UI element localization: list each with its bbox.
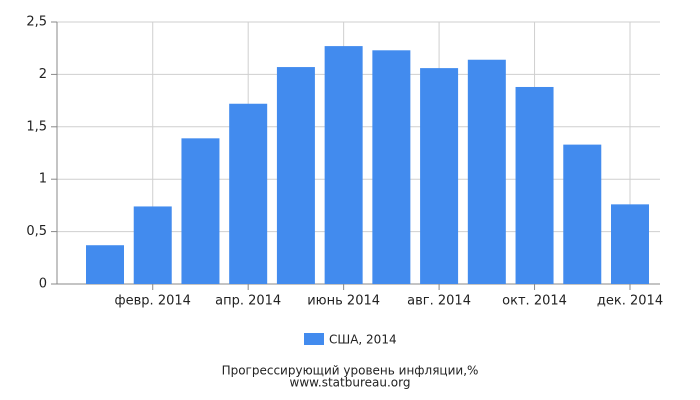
x-tick-label: дек. 2014 xyxy=(597,294,663,309)
bar xyxy=(276,67,315,285)
chart-title: Прогрессирующий уровень инфляции,% xyxy=(222,364,479,378)
x-tick-label: февр. 2014 xyxy=(115,294,191,309)
bar xyxy=(515,86,554,284)
x-tick-label: авг. 2014 xyxy=(407,294,471,309)
bar xyxy=(86,245,124,284)
bar xyxy=(611,204,649,284)
bar xyxy=(229,103,268,284)
x-tick-label: апр. 2014 xyxy=(215,294,281,309)
y-tick-label: 0 xyxy=(39,277,47,292)
bar xyxy=(372,50,411,284)
legend-label: США, 2014 xyxy=(329,333,397,347)
y-tick-label: 1 xyxy=(39,172,47,187)
bar xyxy=(467,59,506,285)
bar xyxy=(324,46,363,284)
x-tick-label: июнь 2014 xyxy=(307,294,380,309)
bar xyxy=(563,144,602,284)
bar xyxy=(181,138,220,284)
x-tick-label: окт. 2014 xyxy=(502,294,567,309)
bar xyxy=(420,68,459,284)
chart-subtitle: www.statbureau.org xyxy=(290,376,411,390)
y-tick-label: 0,5 xyxy=(26,224,47,239)
y-tick-label: 2,5 xyxy=(26,15,47,30)
y-tick-label: 1,5 xyxy=(26,119,47,134)
legend-swatch xyxy=(304,333,324,345)
bar xyxy=(133,206,172,284)
y-tick-label: 2 xyxy=(39,67,47,82)
